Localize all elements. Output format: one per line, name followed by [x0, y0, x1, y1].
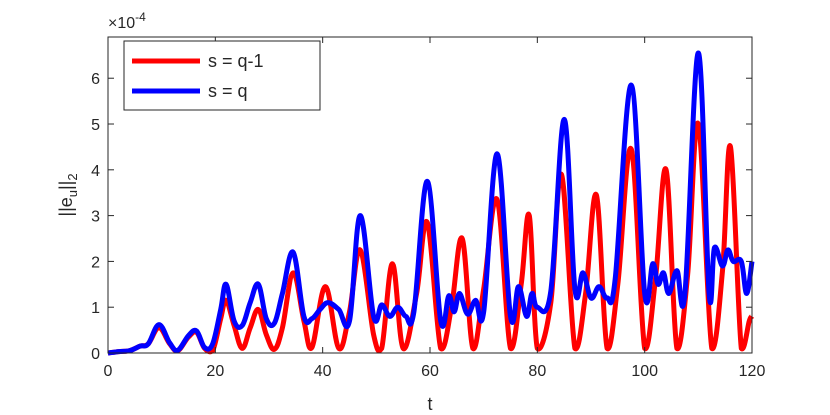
x-tick-label: 80	[528, 363, 546, 380]
x-tick-label: 100	[631, 363, 658, 380]
legend-box	[123, 40, 321, 111]
x-tick-label: 120	[739, 363, 766, 380]
y-tick-label: 5	[91, 117, 100, 134]
y-tick-label: 4	[91, 163, 100, 180]
legend-label-series-1: s = q-1	[208, 51, 264, 71]
y-tick-label: 3	[91, 209, 100, 226]
x-tick-label: 40	[314, 363, 332, 380]
y-tick-label: 1	[91, 300, 100, 317]
x-axis-label: t	[427, 394, 432, 414]
x-tick-label: 60	[421, 363, 439, 380]
y-tick-label: 2	[91, 254, 100, 271]
ticks-layer: 0 20 40 60 80 100 120 0 1 2 3 4 5 6	[91, 37, 765, 380]
series-layer	[107, 50, 755, 356]
x-tick-label: 0	[104, 363, 113, 380]
y-axis-label: ||eu||2	[56, 173, 80, 216]
legend-label-series-2: s = q	[208, 81, 248, 101]
x-tick-label: 20	[206, 363, 224, 380]
y-exponent-label: ×10-4	[108, 10, 146, 32]
y-tick-label: 0	[91, 346, 100, 363]
series-line-2	[107, 50, 755, 356]
y-tick-label: 6	[91, 71, 100, 88]
legend: s = q-1 s = q	[123, 40, 321, 111]
